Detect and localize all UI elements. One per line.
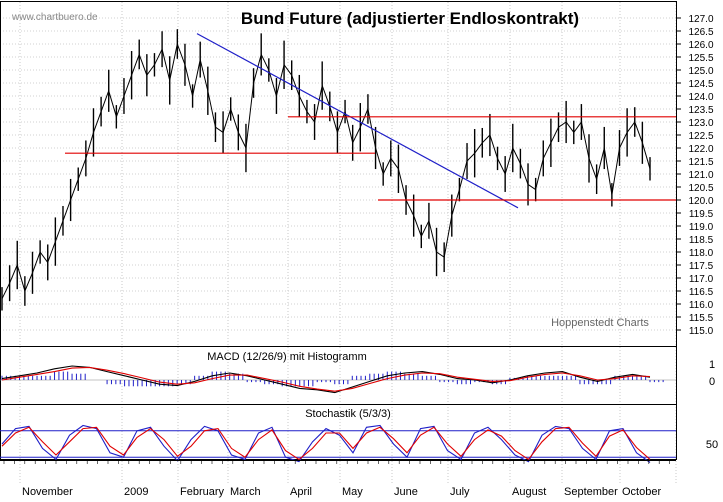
stoch-tick-label: 50 [706, 439, 718, 451]
y-tick-label: 126.5 [688, 27, 713, 38]
panel-frames [0, 1, 677, 460]
macd-line [1, 365, 651, 394]
macd-title: MACD (12/26/9) mit Histogramm [207, 351, 367, 363]
y-tick-label: 123.5 [688, 105, 713, 116]
y-tick-label: 123.0 [688, 118, 713, 129]
y-tick-label: 120.5 [688, 183, 713, 194]
y-tick-label: 119.5 [689, 209, 714, 220]
x-tick-label: March [230, 486, 261, 498]
x-tick-label: February [180, 486, 225, 498]
x-tick-labels: November 2009 February March April May June Jul… [0, 460, 676, 498]
y-tick-label: 124.5 [688, 79, 713, 90]
y-tick-label: 127.0 [688, 14, 713, 25]
price-series [1, 29, 651, 311]
y-tick-label: 125.0 [688, 66, 713, 77]
stoch-panel-frame [0, 404, 677, 460]
stochastic-title: Stochastik (5/3/3) [305, 408, 391, 420]
y-tick-label: 121.5 [688, 157, 713, 168]
y-tick-label: 126.0 [688, 40, 713, 51]
price-y-tick-labels: 115.0 115.5 116.0 116.5 117.0 117.5 118.0 118.5… [676, 14, 714, 337]
y-tick-label: 115.5 [689, 313, 714, 324]
macd-series [0, 365, 676, 394]
x-tick-label: June [394, 486, 418, 498]
watermark: www.chartbuero.de [11, 12, 98, 23]
x-tick-label: November [22, 486, 73, 498]
price-annotations [65, 33, 676, 209]
y-tick-label: 118.5 [689, 235, 714, 246]
macd-signal-line [1, 366, 651, 392]
chart-title: Bund Future (adjustierter Endloskontrakt… [241, 9, 579, 28]
credit-label: Hoppenstedt Charts [551, 317, 649, 329]
y-tick-label: 121.0 [688, 170, 713, 181]
trendline [196, 33, 519, 209]
y-tick-label: 122.5 [688, 131, 713, 142]
x-tick-label: August [512, 486, 546, 498]
y-tick-label: 119.0 [689, 222, 714, 233]
y-tick-label: 124.0 [688, 92, 713, 103]
stochastic-series [0, 424, 676, 463]
stoch-d-line [1, 426, 651, 461]
y-tick-label: 117.0 [689, 274, 714, 285]
macd-tick-label: 0 [709, 376, 715, 388]
price-line [1, 42, 651, 300]
y-tick-label: 117.5 [689, 261, 714, 272]
stoch-k-line [1, 424, 651, 463]
chart-grid [0, 2, 677, 483]
x-tick-label: July [450, 486, 470, 498]
x-tick-label: October [622, 486, 661, 498]
x-tick-label: 2009 [124, 486, 148, 498]
y-tick-label: 116.5 [689, 287, 714, 298]
y-tick-label: 125.5 [688, 53, 713, 64]
x-tick-label: September [564, 486, 618, 498]
y-tick-label: 120.0 [688, 196, 713, 207]
y-tick-label: 116.0 [689, 300, 714, 311]
x-tick-label: May [342, 486, 363, 498]
y-tick-label: 115.0 [689, 326, 714, 337]
indicator-tick-labels: 1 0 50 [706, 359, 718, 451]
y-tick-label: 122.0 [688, 144, 713, 155]
macd-tick-label: 1 [709, 359, 715, 371]
x-tick-label: April [290, 486, 312, 498]
y-tick-label: 118.0 [689, 248, 714, 259]
